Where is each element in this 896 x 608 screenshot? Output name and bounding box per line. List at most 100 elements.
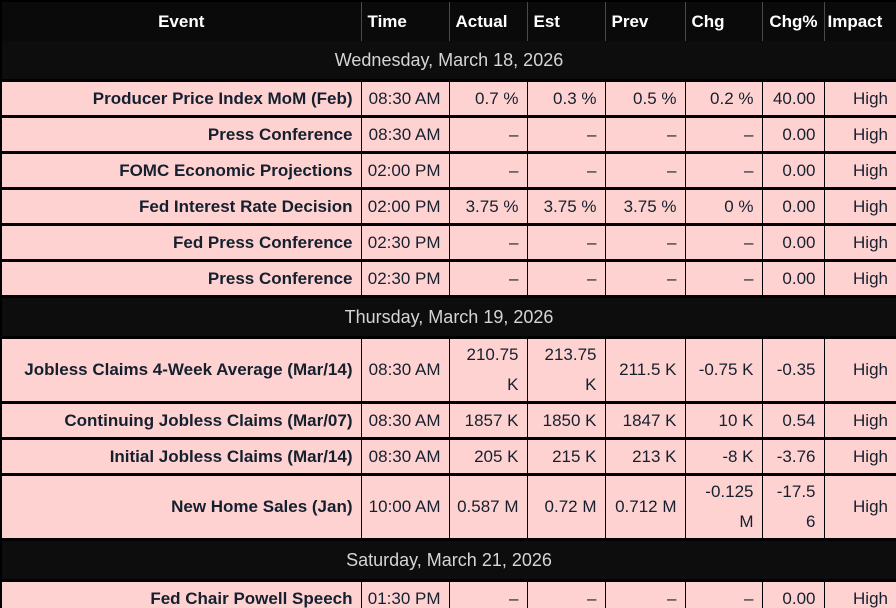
cell-actual: – bbox=[448, 115, 528, 154]
cell-impact: High bbox=[823, 79, 896, 118]
cell-prev: 3.75 % bbox=[604, 187, 686, 226]
cell-event: Press Conference bbox=[0, 115, 362, 154]
cell-chg: – bbox=[684, 223, 763, 262]
cell-chg: -0.75 K bbox=[684, 336, 763, 404]
cell-actual: 1857 K bbox=[448, 401, 528, 440]
event-row: Initial Jobless Claims (Mar/14) 08:30 AM 2… bbox=[0, 437, 896, 476]
cell-actual: 0.587 M bbox=[448, 473, 528, 541]
cell-prev: 0.712 M bbox=[604, 473, 686, 541]
cell-event: Fed Interest Rate Decision bbox=[0, 187, 362, 226]
event-row: Press Conference 08:30 AM – – – –0.00 High bbox=[0, 115, 896, 154]
cell-event: FOMC Economic Projections bbox=[0, 151, 362, 190]
cell-actual: – bbox=[448, 151, 528, 190]
cell-actual: – bbox=[448, 579, 528, 608]
column-header-prev: Prev bbox=[604, 1, 686, 41]
cell-prev: – bbox=[604, 579, 686, 608]
event-row: Press Conference 02:30 PM – – – –0.00 High bbox=[0, 259, 896, 298]
cell-time: 02:00 PM bbox=[360, 187, 450, 226]
date-section-label: Wednesday, March 18, 2026 bbox=[1, 41, 896, 81]
cell-time: 08:30 AM bbox=[360, 437, 450, 476]
cell-chgpct: 0.00 bbox=[761, 259, 825, 298]
cell-impact: High bbox=[823, 473, 896, 541]
cell-time: 10:00 AM bbox=[360, 473, 450, 541]
cell-est: 215 K bbox=[526, 437, 606, 476]
cell-chgpct: 0.54 bbox=[761, 401, 825, 440]
cell-event: Producer Price Index MoM (Feb) bbox=[0, 79, 362, 118]
cell-chgpct: 0.00 bbox=[761, 579, 825, 608]
date-section-label: Saturday, March 21, 2026 bbox=[1, 539, 896, 581]
cell-time: 08:30 AM bbox=[360, 336, 450, 404]
cell-time: 02:00 PM bbox=[360, 151, 450, 190]
cell-actual: 3.75 % bbox=[448, 187, 528, 226]
cell-chg: -0.125 M bbox=[684, 473, 763, 541]
cell-event: New Home Sales (Jan) bbox=[0, 473, 362, 541]
cell-est: – bbox=[526, 151, 606, 190]
date-section-row: Thursday, March 19, 2026 bbox=[1, 296, 896, 338]
cell-impact: High bbox=[823, 401, 896, 440]
cell-actual: 0.7 % bbox=[448, 79, 528, 118]
cell-est: – bbox=[526, 115, 606, 154]
cell-impact: High bbox=[823, 151, 896, 190]
cell-prev: – bbox=[604, 223, 686, 262]
column-header-chgpct: Chg% bbox=[761, 1, 825, 41]
cell-est: 1850 K bbox=[526, 401, 606, 440]
cell-actual: – bbox=[448, 259, 528, 298]
column-header-impact: Impact bbox=[823, 1, 896, 41]
cell-chgpct: 0.00 bbox=[761, 115, 825, 154]
cell-est: – bbox=[526, 579, 606, 608]
cell-chg: – bbox=[684, 151, 763, 190]
cell-est: 3.75 % bbox=[526, 187, 606, 226]
cell-chgpct: -3.76 bbox=[761, 437, 825, 476]
cell-chg: 10 K bbox=[684, 401, 763, 440]
event-row: Continuing Jobless Claims (Mar/07) 08:30 … bbox=[0, 401, 896, 440]
cell-chg: 0.2 % bbox=[684, 79, 763, 118]
cell-prev: 1847 K bbox=[604, 401, 686, 440]
column-header-chg: Chg bbox=[684, 1, 763, 41]
column-header-time: Time bbox=[360, 1, 450, 41]
cell-prev: 0.5 % bbox=[604, 79, 686, 118]
cell-prev: – bbox=[604, 151, 686, 190]
cell-event: Continuing Jobless Claims (Mar/07) bbox=[0, 401, 362, 440]
cell-time: 08:30 AM bbox=[360, 115, 450, 154]
cell-event: Fed Press Conference bbox=[0, 223, 362, 262]
cell-event: Fed Chair Powell Speech bbox=[0, 579, 362, 608]
event-row: Fed Interest Rate Decision 02:00 PM 3.75 %… bbox=[0, 187, 896, 226]
cell-chgpct: 40.00 bbox=[761, 79, 825, 118]
cell-prev: 213 K bbox=[604, 437, 686, 476]
cell-impact: High bbox=[823, 259, 896, 298]
cell-chg: -8 K bbox=[684, 437, 763, 476]
column-header-actual: Actual bbox=[448, 1, 528, 41]
cell-event: Initial Jobless Claims (Mar/14) bbox=[0, 437, 362, 476]
event-row: Producer Price Index MoM (Feb) 08:30 AM 0.… bbox=[0, 79, 896, 118]
event-row: Fed Press Conference 02:30 PM – – – –0.00 High bbox=[0, 223, 896, 262]
date-section-label: Thursday, March 19, 2026 bbox=[1, 296, 896, 338]
cell-impact: High bbox=[823, 115, 896, 154]
cell-chg: – bbox=[684, 259, 763, 298]
cell-event: Press Conference bbox=[0, 259, 362, 298]
cell-time: 02:30 PM bbox=[360, 259, 450, 298]
cell-chg: – bbox=[684, 579, 763, 608]
cell-impact: High bbox=[823, 437, 896, 476]
cell-prev: 211.5 K bbox=[604, 336, 686, 404]
column-header-row: Event Time Actual Est Prev Chg Chg% Impa… bbox=[1, 1, 896, 41]
cell-est: 213.75 K bbox=[526, 336, 606, 404]
cell-event: Jobless Claims 4-Week Average (Mar/14) bbox=[0, 336, 362, 404]
cell-impact: High bbox=[823, 223, 896, 262]
cell-actual: 205 K bbox=[448, 437, 528, 476]
cell-est: 0.3 % bbox=[526, 79, 606, 118]
column-header-event: Event bbox=[1, 1, 362, 41]
cell-impact: High bbox=[823, 187, 896, 226]
date-section-row: Saturday, March 21, 2026 bbox=[1, 539, 896, 581]
date-section-row: Wednesday, March 18, 2026 bbox=[1, 41, 896, 81]
cell-actual: – bbox=[448, 223, 528, 262]
cell-time: 08:30 AM bbox=[360, 79, 450, 118]
cell-est: 0.72 M bbox=[526, 473, 606, 541]
cell-chgpct: 0.00 bbox=[761, 187, 825, 226]
cell-chg: – bbox=[684, 115, 763, 154]
cell-time: 08:30 AM bbox=[360, 401, 450, 440]
cell-actual: 210.75 K bbox=[448, 336, 528, 404]
cell-chgpct: 0.00 bbox=[761, 151, 825, 190]
cell-prev: – bbox=[604, 259, 686, 298]
